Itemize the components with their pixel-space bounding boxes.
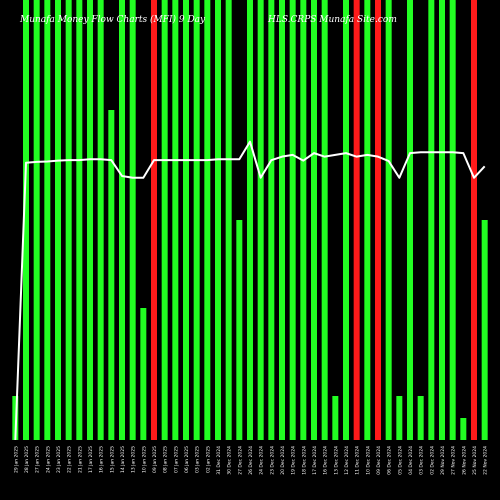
x-tick-label-45: 22 Nov 2024 [483, 446, 489, 475]
x-tick-label-11: 14 Jan 2025 [120, 446, 126, 473]
x-tick-label-39: 03 Dec 2024 [419, 446, 425, 475]
x-tick-label-20: 31 Dec 2024 [216, 446, 222, 475]
x-tick-label-5: 23 Jan 2025 [56, 446, 62, 473]
x-tick-label-33: 11 Dec 2024 [355, 446, 361, 475]
bar-16 [172, 0, 179, 440]
bar-19 [204, 0, 211, 440]
bar-44 [471, 0, 477, 440]
bar-21 [225, 0, 232, 440]
x-tick-label-26: 20 Dec 2024 [280, 446, 286, 475]
x-tick-label-3: 27 Jan 2025 [35, 446, 41, 473]
x-tick-label-1: 29 Jan 2025 [13, 446, 19, 473]
x-tick-label-13: 10 Jan 2025 [141, 446, 147, 473]
mfi-line [14, 140, 486, 441]
bar-42 [449, 0, 456, 440]
bar-25 [268, 0, 275, 440]
bar-41 [439, 0, 445, 440]
x-tick-label-4: 24 Jan 2025 [45, 446, 51, 473]
bar-36 [385, 0, 392, 440]
bar-15 [161, 0, 168, 440]
x-tick-label-6: 22 Jan 2025 [67, 446, 73, 473]
x-tick-label-17: 06 Jan 2025 [184, 446, 190, 473]
x-tick-label-16: 07 Jan 2025 [173, 446, 179, 473]
bar-14 [151, 0, 157, 440]
x-tick-label-25: 23 Dec 2024 [269, 446, 275, 475]
x-tick-label-22: 27 Dec 2024 [237, 446, 243, 475]
bar-9 [97, 0, 104, 440]
x-tick-label-28: 18 Dec 2024 [301, 446, 307, 475]
x-tick-label-42: 27 Nov 2024 [451, 446, 457, 475]
x-tick-label-8: 17 Jan 2025 [88, 446, 94, 473]
bar-11 [119, 0, 125, 440]
x-tick-label-18: 03 Jan 2025 [195, 446, 201, 473]
x-tick-label-27: 19 Dec 2024 [291, 446, 297, 475]
x-tick-label-44: 25 Nov 2024 [472, 446, 478, 475]
bar-18 [193, 0, 200, 440]
x-tick-label-12: 13 Jan 2025 [131, 446, 137, 473]
chart-subtitle: HLS.CRPS Munafa Site.com [267, 15, 397, 25]
x-tick-label-29: 17 Dec 2024 [312, 446, 318, 475]
x-tick-label-40: 02 Dec 2024 [429, 446, 435, 475]
bar-7 [76, 0, 83, 440]
x-tick-label-24: 24 Dec 2024 [259, 446, 265, 475]
bar-37 [396, 396, 403, 440]
x-tick-label-36: 06 Dec 2024 [387, 446, 393, 475]
x-tick-label-30: 16 Dec 2024 [323, 446, 329, 475]
bar-2 [23, 0, 29, 440]
bar-series [12, 0, 488, 440]
bar-28 [300, 0, 307, 440]
bar-10 [108, 110, 115, 440]
bar-23 [247, 0, 253, 440]
x-tick-label-34: 10 Dec 2024 [365, 446, 371, 475]
x-tick-label-41: 29 Nov 2024 [440, 446, 446, 475]
x-tick-label-35: 09 Dec 2024 [376, 446, 382, 475]
x-tick-label-2: 28 Jan 2025 [24, 446, 30, 473]
x-tick-label-7: 21 Jan 2025 [77, 446, 83, 473]
bar-4 [44, 0, 51, 440]
bar-3 [33, 0, 40, 440]
x-tick-label-14: 09 Jan 2025 [152, 446, 158, 473]
x-tick-label-43: 26 Nov 2024 [461, 446, 467, 475]
x-tick-labels: 29 Jan 2025 28 Jan 2025 27 Jan 2025 24 Jan … [13, 446, 488, 475]
x-tick-label-19: 02 Jan 2025 [205, 446, 211, 473]
x-tick-label-38: 04 Dec 2024 [408, 446, 414, 475]
bar-45 [481, 220, 488, 440]
bar-40 [428, 0, 435, 440]
bar-8 [87, 0, 93, 440]
bar-35 [375, 0, 381, 440]
bar-30 [321, 0, 328, 440]
x-tick-label-10: 15 Jan 2025 [109, 446, 115, 473]
bar-33 [353, 0, 360, 440]
bar-6 [65, 0, 72, 440]
bar-26 [279, 0, 285, 440]
bar-12 [129, 0, 136, 440]
bar-43 [460, 418, 467, 440]
bar-39 [417, 396, 424, 440]
x-tick-label-32: 12 Dec 2024 [344, 446, 350, 475]
bar-29 [311, 0, 317, 440]
bar-24 [257, 0, 264, 440]
bar-38 [407, 0, 413, 440]
bar-5 [55, 0, 61, 440]
x-tick-label-9: 16 Jan 2025 [99, 446, 105, 473]
x-tick-label-37: 05 Dec 2024 [397, 446, 403, 475]
chart-title: Munafa Money Flow Charts (MFI) 9 Day [19, 14, 206, 25]
bar-17 [183, 0, 189, 440]
bar-22 [236, 220, 243, 440]
bar-31 [332, 396, 339, 440]
bar-27 [289, 0, 296, 440]
x-tick-label-23: 26 Dec 2024 [248, 446, 254, 475]
bar-13 [140, 308, 147, 440]
bar-34 [364, 0, 371, 440]
x-tick-label-31: 13 Dec 2024 [333, 446, 339, 475]
bar-32 [343, 0, 349, 440]
x-tick-label-15: 08 Jan 2025 [163, 446, 169, 473]
x-tick-label-21: 30 Dec 2024 [227, 446, 233, 475]
bar-20 [215, 0, 221, 440]
